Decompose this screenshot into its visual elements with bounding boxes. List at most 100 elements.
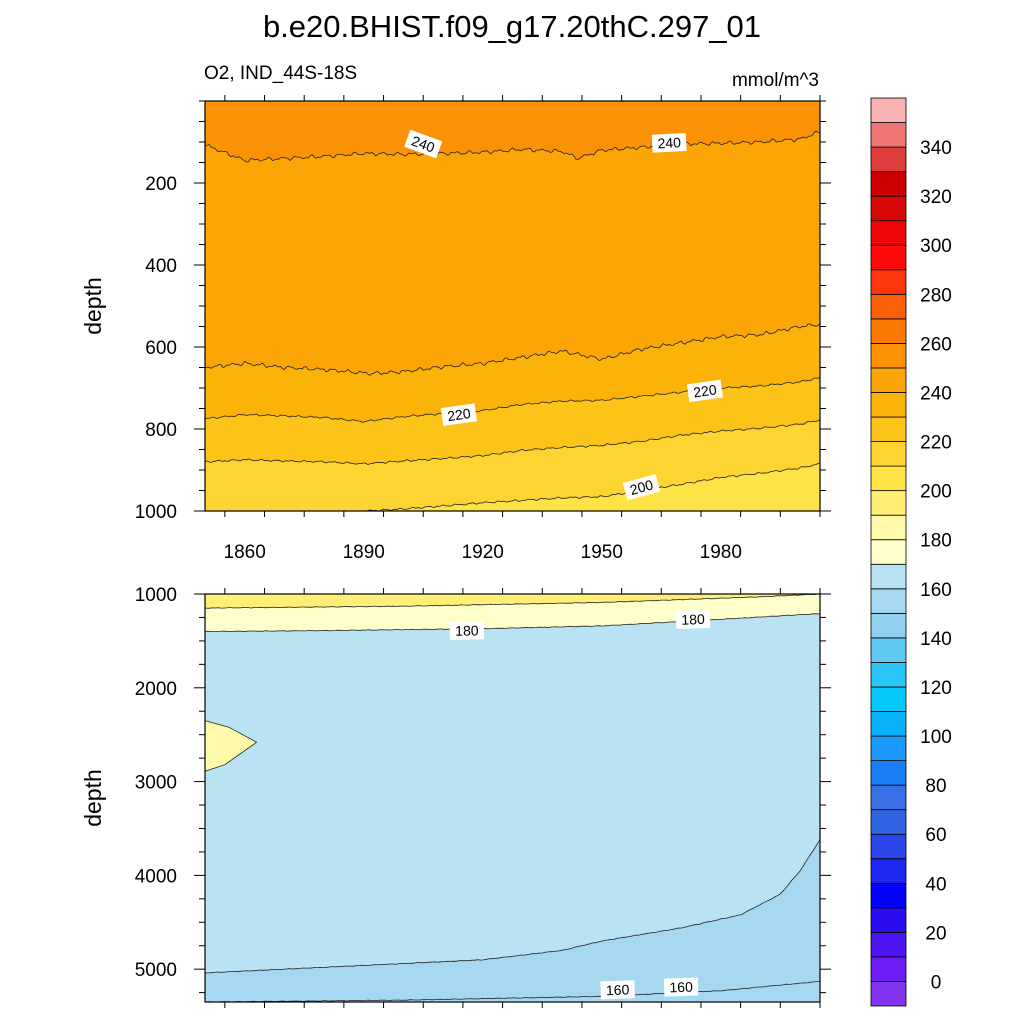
colorbar-tick-label: 200 xyxy=(920,482,952,503)
colorbar-bin xyxy=(870,612,907,639)
colorbar-bin xyxy=(870,490,907,516)
colorbar-tick-label: 240 xyxy=(920,383,952,404)
colorbar-tick-label: 300 xyxy=(920,236,952,257)
region-160-170 xyxy=(205,613,820,1002)
colorbar-bin xyxy=(870,981,907,1007)
contour-label: 240 xyxy=(404,129,443,159)
contour-line-160 xyxy=(205,981,820,1002)
contour-anomaly-180 xyxy=(205,720,258,772)
colorbar-bin xyxy=(870,662,907,688)
colorbar-bin xyxy=(870,833,907,860)
contour-label: 180 xyxy=(675,609,711,629)
colorbar-bin xyxy=(870,367,907,393)
contour-label: 240 xyxy=(651,132,687,153)
colorbar-bin xyxy=(870,441,907,467)
y-tick-label: 800 xyxy=(145,420,177,441)
plot-area: 180 180 160 160 xyxy=(205,594,820,1002)
panels: 240 240 220 220 200 1860 1890 1920 1950 1980 200 40… xyxy=(80,95,831,1008)
y-tick-label: 3000 xyxy=(135,773,177,794)
colorbar-tick-label: 280 xyxy=(920,285,952,306)
contour-label-text: 240 xyxy=(410,133,438,156)
colorbar-bin xyxy=(870,735,907,761)
colorbar-bin xyxy=(870,858,907,884)
chart-title: b.e20.BHIST.f09_g17.20thC.297_01 xyxy=(263,9,761,44)
contour-line-240 xyxy=(205,130,820,163)
colorbar-bin xyxy=(870,318,907,344)
colorbar-tick-label: 140 xyxy=(920,629,952,650)
contour-label-text: 160 xyxy=(606,981,630,998)
colorbar-bin xyxy=(870,563,907,590)
colorbar-bin xyxy=(870,392,907,418)
colorbar: 0 20 40 60 80 100 120 140 160 180 200 220 240 260 280 3… xyxy=(870,97,952,1007)
y-tick-label: 600 xyxy=(145,338,177,359)
contour-label: 200 xyxy=(622,474,661,501)
colorbar-bin xyxy=(870,416,907,442)
colorbar-tick-label: 80 xyxy=(925,776,946,797)
colorbar-tick-label: 340 xyxy=(920,138,952,159)
contour-line-210 xyxy=(205,419,820,465)
colorbar-bin xyxy=(870,269,907,295)
contour-label-text: 180 xyxy=(455,622,479,638)
colorbar-tick-label: 160 xyxy=(920,580,952,601)
y-tick-label: 400 xyxy=(145,256,177,277)
panel-upper-ocean: 240 240 220 220 200 1860 1890 1920 1950 1980 200 40… xyxy=(80,95,831,563)
region-190-200 xyxy=(205,463,820,511)
contour-line-200 xyxy=(205,462,820,511)
colorbar-bin xyxy=(870,760,907,786)
colorbar-tick-label: 20 xyxy=(925,923,946,944)
colorbar-bin xyxy=(870,293,907,320)
y-axis-label: depth xyxy=(80,277,106,335)
panel-deep-ocean: 180 180 160 160 1000 2000 3000 4000 5000 depth xyxy=(80,585,831,1008)
y-tick-label: 5000 xyxy=(135,960,177,981)
colorbar-bin xyxy=(870,122,907,148)
colorbar-bin xyxy=(870,907,907,933)
colorbar-bin xyxy=(870,956,907,982)
x-tick-label: 1860 xyxy=(224,542,266,563)
colorbar-tick-label: 220 xyxy=(920,433,952,454)
units-label: mmol/m^3 xyxy=(732,70,819,91)
contour-label: 160 xyxy=(600,980,635,1000)
colorbar-bin xyxy=(870,220,907,246)
colorbar-bin xyxy=(870,97,907,123)
contour-line-180 xyxy=(205,613,820,633)
x-tick-label: 1980 xyxy=(700,542,742,563)
colorbar-tick-label: 320 xyxy=(920,187,952,208)
contour-label: 220 xyxy=(440,403,478,426)
colorbar-tick-label: 260 xyxy=(920,334,952,355)
y-tick-label: 2000 xyxy=(135,679,177,700)
colorbar-bin xyxy=(870,171,907,197)
y-tick-label: 1000 xyxy=(135,585,177,606)
colorbar-bin xyxy=(870,514,907,541)
colorbar-tick-label: 180 xyxy=(920,531,952,552)
colorbar-bin xyxy=(870,784,907,811)
variable-label: O2, IND_44S-18S xyxy=(204,63,357,84)
colorbar-tick-label: 40 xyxy=(925,874,946,895)
plot-frame xyxy=(204,593,821,1003)
colorbar-bin xyxy=(870,146,907,173)
colorbar-bin xyxy=(870,809,907,835)
contour-line-230 xyxy=(205,323,820,376)
colorbar-tick-label: 100 xyxy=(920,727,952,748)
colorbar-bin xyxy=(870,637,907,663)
y-axis-label: depth xyxy=(80,769,106,827)
contour-label-text: 240 xyxy=(657,134,681,151)
x-tick-label: 1950 xyxy=(581,542,623,563)
contour-label: 160 xyxy=(663,977,699,997)
colorbar-bin xyxy=(870,195,907,222)
x-tick-label: 1890 xyxy=(343,542,385,563)
contour-line-170 xyxy=(205,839,820,974)
colorbar-bin xyxy=(870,686,907,712)
contour-label-text: 220 xyxy=(446,405,472,424)
contour-label: 180 xyxy=(449,621,485,640)
colorbar-tick-label: 0 xyxy=(931,972,942,993)
contour-label-text: 180 xyxy=(681,611,705,628)
region-150-160 xyxy=(205,839,820,1002)
colorbar-bin xyxy=(870,588,907,614)
colorbar-bin xyxy=(870,711,907,737)
contour-line-185 xyxy=(205,594,820,609)
contour-label-text: 220 xyxy=(692,381,718,400)
y-tick-label: 200 xyxy=(145,174,177,195)
contour-label-text: 160 xyxy=(669,979,693,996)
